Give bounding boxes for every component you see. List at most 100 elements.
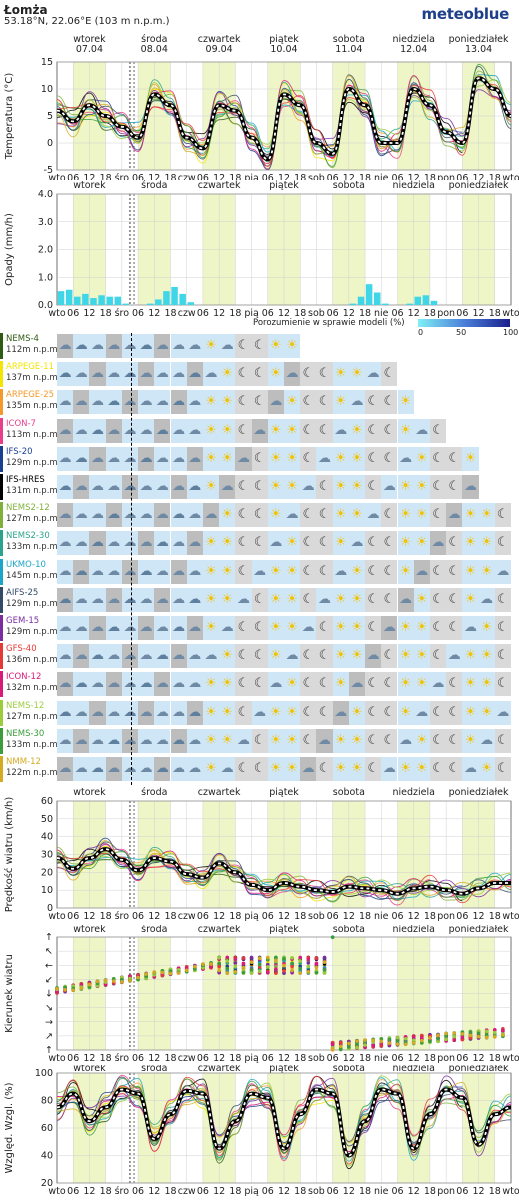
hour-tick: 06	[197, 1186, 209, 1197]
sun-icon: ☀	[348, 418, 366, 443]
hour-tick: 18	[164, 1186, 176, 1197]
precip-bar	[349, 303, 357, 305]
hour-tick: 12	[473, 1186, 485, 1197]
moon-icon: ☾	[365, 418, 382, 443]
hour-tick: 06	[262, 911, 274, 922]
model-name: NEMS-30	[6, 728, 45, 739]
cloud-icon: ☁	[251, 559, 268, 584]
moon-icon: ☾	[429, 587, 447, 612]
wind-direction-dot	[225, 971, 230, 975]
sun-icon: ☀	[267, 644, 284, 669]
wind-direction-dot	[176, 971, 181, 975]
cloud-icon: ☁	[397, 728, 414, 753]
day-name: czwartek	[198, 787, 241, 798]
cloud-icon: ☁	[202, 644, 220, 669]
wind-direction-dot	[355, 1039, 359, 1043]
cloud-icon: ☁	[121, 446, 139, 471]
hour-tick: 06	[132, 1186, 144, 1197]
model-color-swatch	[0, 699, 3, 726]
moon-icon: ☾	[365, 531, 382, 556]
wind-direction-dot	[484, 1029, 489, 1034]
model-forecast-strip: ☁ ☁ ☁ ☁ ☁ ☁ ☁ ☁ ☁ ☀ ☁ ☾ ☾ ☀ ☀ ☁ ☾ ☀ ☀ ☾ ☁ ☀ ☀ ☾ ☾ ☁ ☀ ☾	[57, 616, 511, 640]
hour-tick: wto	[502, 173, 519, 180]
wind-direction-dot	[468, 1033, 473, 1038]
moon-icon: ☾	[300, 672, 317, 697]
wind-direction-dot	[152, 970, 157, 974]
cloud-icon: ☁	[186, 672, 203, 697]
sun-icon: ☀	[267, 503, 284, 528]
model-name: NEMS2-12	[6, 503, 50, 514]
wind-direction-dot	[249, 971, 254, 975]
cloud-icon: ☁	[73, 559, 90, 584]
sun-icon: ☀	[478, 700, 495, 725]
hour-tick: 06	[391, 173, 403, 180]
cloud-icon: ☁	[478, 587, 495, 612]
cloud-icon: ☁	[300, 757, 317, 781]
hour-tick: 12	[148, 173, 160, 180]
moon-icon: ☾	[251, 672, 268, 697]
wind-direction-dot	[436, 1039, 440, 1044]
moon-icon: ☾	[446, 757, 463, 781]
hour-tick: 18	[359, 308, 371, 319]
moon-icon: ☾	[494, 531, 511, 556]
moon-icon: ☾	[235, 334, 252, 358]
cloud-icon: ☁	[89, 644, 106, 669]
sun-icon: ☀	[413, 728, 430, 753]
day-name: poniedziałek	[449, 925, 509, 935]
model-elevation: 133m n.p.m	[6, 542, 58, 553]
wind-direction-dot	[217, 961, 221, 965]
day-name: sobota	[333, 787, 365, 798]
sun-icon: ☀	[462, 446, 479, 471]
cloud-icon: ☁	[138, 390, 155, 415]
model-label: NEMS2-30 133m n.p.m	[0, 530, 58, 557]
hour-tick: 06	[132, 911, 144, 922]
sun-icon: ☀	[348, 616, 366, 640]
cloud-icon: ☁	[413, 559, 430, 584]
y-tick: 30	[41, 850, 53, 861]
moon-icon: ☾	[235, 559, 252, 584]
cloud-icon: ☁	[89, 503, 106, 528]
model-forecast-strip: ☁ ☁ ☁ ☁ ☁ ☁ ☁ ☁ ☁ ☁ ☀ ☾ ☾ ☀ ☁ ☾ ☾ ☀ ☀ ☁ ☾ ☀ ☀ ☾ ☁ ☀ ☀ ☾	[57, 644, 511, 669]
hour-tick: 18	[424, 1186, 436, 1197]
precip-bar	[406, 303, 413, 305]
model-row: NEMS2-30 133m n.p.m ☁ ☁ ☁ ☁ ☁ ☁ ☁ ☁ ☁ ☀ ☀ ☾ ☾ ☁ ☀ ☾ ☾ ☀ ☁ ☾ ☾ ☀…	[0, 530, 519, 557]
hour-tick: 12	[148, 911, 160, 922]
model-row: ARPEGE-25 135m n.p.m ☁ ☁ ☁ ☁ ☁ ☁ ☁ ☁ ☁ ☀ ☀ ☾ ☾ ☁ ☀ ☾ ☾ ☀ ☁ ☾ ☾…	[0, 389, 519, 416]
moon-icon: ☾	[365, 728, 382, 753]
wind-direction-dot	[395, 1042, 400, 1046]
y-tick: 50	[41, 814, 53, 825]
wind-direction-dot	[501, 1028, 505, 1033]
moon-icon: ☾	[365, 390, 382, 415]
hour-tick: pon	[437, 911, 455, 922]
hour-tick: 12	[408, 1186, 420, 1197]
sun-icon: ☀	[219, 390, 236, 415]
cloud-icon: ☁	[138, 644, 155, 669]
sun-icon: ☀	[219, 362, 236, 387]
hour-tick: nie	[374, 308, 389, 319]
wind-direction-dot	[492, 1030, 497, 1035]
cloud-icon: ☁	[316, 587, 333, 612]
hour-tick: nie	[374, 911, 389, 922]
cloud-icon: ☁	[57, 390, 74, 415]
moon-icon: ☾	[494, 672, 511, 697]
day-date: 09.04	[206, 44, 233, 55]
hour-tick: 12	[83, 911, 95, 922]
cloud-icon: ☁	[446, 644, 463, 669]
cloud-icon: ☁	[89, 362, 106, 387]
model-name: NEMS-12	[6, 700, 45, 711]
cloud-icon: ☁	[138, 728, 155, 753]
moon-icon: ☾	[235, 503, 252, 528]
moon-icon: ☾	[300, 728, 317, 753]
y-tick: 60	[41, 1123, 53, 1134]
sun-icon: ☀	[284, 700, 301, 725]
wind-direction-dot	[225, 966, 230, 971]
sun-icon: ☀	[267, 757, 284, 781]
cloud-icon: ☁	[170, 503, 187, 528]
sun-icon: ☀	[219, 503, 236, 528]
sun-icon: ☀	[348, 503, 366, 528]
wind-direction-dot	[55, 986, 59, 991]
cloud-icon: ☁	[138, 587, 155, 612]
cloud-icon: ☁	[121, 559, 139, 584]
cloud-icon: ☁	[429, 531, 447, 556]
meteoblue-logo[interactable]: meteoblue	[421, 5, 510, 23]
